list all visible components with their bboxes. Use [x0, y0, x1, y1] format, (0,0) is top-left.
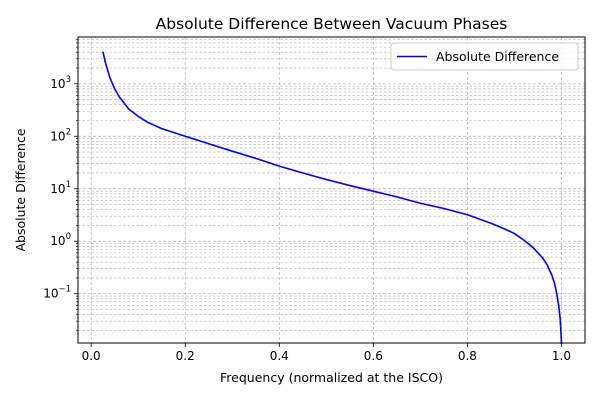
x-tick-label: 0.0	[82, 349, 101, 363]
minor-gridlines	[78, 39, 585, 331]
x-tick-label: 0.6	[364, 349, 383, 363]
y-tick-label: 102	[50, 127, 71, 143]
legend-entry-label: Absolute Difference	[436, 49, 559, 64]
x-tick-label: 0.2	[176, 349, 195, 363]
series-layer	[102, 51, 563, 345]
x-tick-label: 0.4	[270, 349, 289, 363]
y-tick-label: 101	[50, 180, 71, 196]
legend-box	[390, 42, 579, 71]
legend: Absolute Difference	[390, 42, 579, 71]
y-axis-label: Absolute Difference	[13, 128, 28, 251]
plot-area-frame	[77, 36, 586, 344]
chart-title: Absolute Difference Between Vacuum Phase…	[156, 15, 508, 33]
y-axis-ticks: 10−1 100 101 102 103	[43, 39, 78, 331]
series-line	[102, 51, 563, 345]
x-tick-label: 1.0	[552, 349, 571, 363]
y-tick-label: 103	[50, 75, 71, 91]
x-tick-label: 0.8	[458, 349, 477, 363]
y-tick-label: 100	[50, 232, 71, 248]
y-tick-label: 10−1	[43, 285, 71, 301]
x-axis-label: Frequency (normalized at the ISCO)	[220, 370, 443, 385]
x-axis-ticks: 0.0 0.2 0.4 0.6 0.8 1.0	[82, 343, 571, 363]
major-gridlines	[78, 37, 585, 343]
